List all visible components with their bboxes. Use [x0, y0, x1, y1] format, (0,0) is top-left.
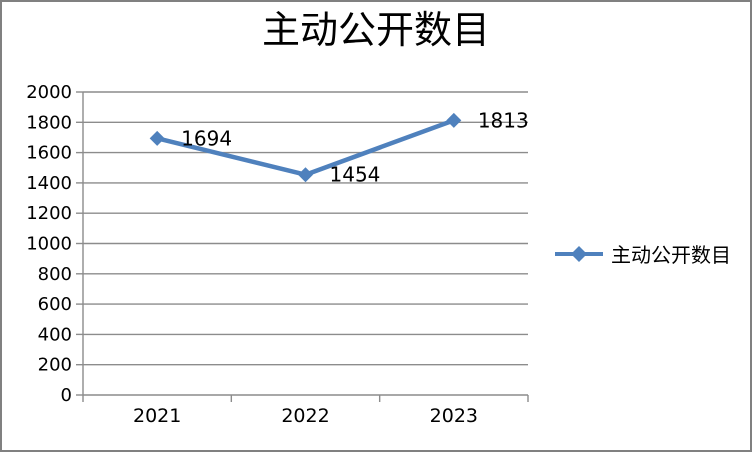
data-label: 1454: [330, 163, 381, 187]
x-axis-tick-label: 2021: [133, 405, 181, 427]
y-axis-tick-label: 1600: [26, 143, 72, 164]
legend: 主动公开数目: [553, 239, 731, 268]
x-axis-tick-label: 2023: [430, 405, 478, 427]
y-axis-tick-label: 1000: [26, 234, 72, 255]
data-point-marker: [149, 130, 165, 146]
y-axis-tick-label: 1800: [26, 112, 72, 133]
y-axis-tick-label: 200: [38, 355, 72, 376]
x-axis-tick-label: 2022: [281, 405, 329, 427]
y-axis-tick-label: 1400: [26, 173, 72, 194]
y-axis-tick-label: 800: [38, 264, 72, 285]
data-label: 1813: [478, 108, 529, 132]
chart-title: 主动公开数目: [261, 8, 490, 52]
data-label: 1694: [181, 126, 232, 150]
data-point-marker: [446, 112, 462, 128]
y-axis-tick-label: 0: [61, 385, 72, 406]
y-axis-tick-label: 600: [38, 294, 72, 315]
legend-line-diamond-icon: [555, 245, 603, 262]
data-point-marker: [298, 167, 313, 183]
y-axis-tick-label: 2000: [26, 82, 72, 103]
legend-series-label: 主动公开数目: [611, 243, 731, 267]
y-axis-tick-label: 400: [38, 324, 72, 345]
y-axis-tick-label: 1200: [26, 203, 72, 224]
